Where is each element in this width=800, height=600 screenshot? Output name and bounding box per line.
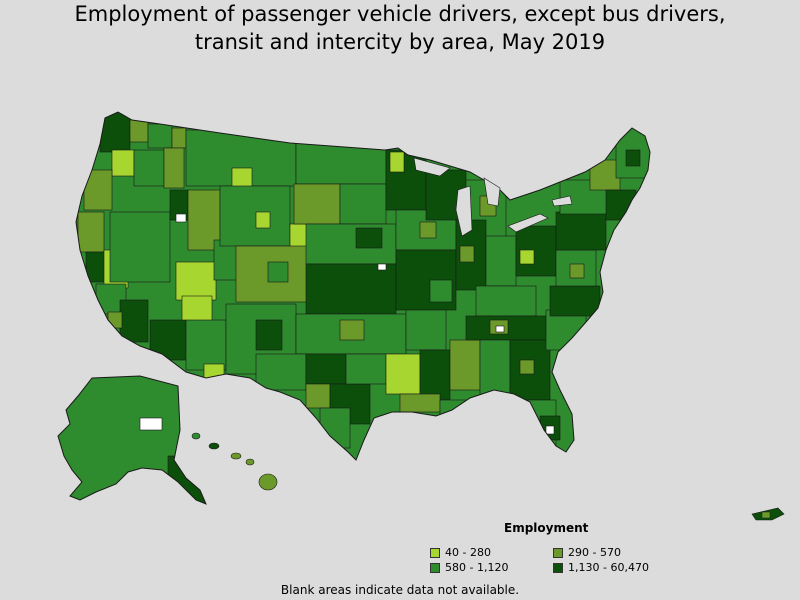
puerto-rico-map bbox=[751, 507, 785, 521]
map-title-line-1: Employment of passenger vehicle drivers,… bbox=[74, 2, 726, 26]
legend-item-1: 40 - 280 bbox=[430, 546, 491, 559]
hawaii-map bbox=[191, 432, 278, 491]
legend-item-2: 290 - 570 bbox=[553, 546, 621, 559]
alaska-outline bbox=[57, 375, 207, 505]
map-title: Employment of passenger vehicle drivers,… bbox=[0, 0, 800, 56]
legend-item-4: 1,130 - 60,470 bbox=[553, 561, 649, 574]
legend-swatch-1 bbox=[430, 547, 440, 558]
great-lakes bbox=[413, 157, 573, 237]
map-title-line-2: transit and intercity by area, May 2019 bbox=[194, 30, 606, 54]
contiguous-us-map bbox=[76, 112, 650, 460]
legend-label-2: 290 - 570 bbox=[568, 546, 621, 559]
alaska-map bbox=[58, 376, 206, 504]
legend-label-3: 580 - 1,120 bbox=[445, 561, 509, 574]
legend-swatch-3 bbox=[430, 562, 440, 573]
legend-swatch-2 bbox=[553, 547, 563, 558]
legend-swatch-4 bbox=[553, 562, 563, 573]
footnote: Blank areas indicate data not available. bbox=[280, 583, 520, 597]
legend-label-4: 1,130 - 60,470 bbox=[568, 561, 649, 574]
legend-item-3: 580 - 1,120 bbox=[430, 561, 508, 574]
legend-title: Employment bbox=[504, 521, 589, 535]
legend-label-1: 40 - 280 bbox=[445, 546, 491, 559]
